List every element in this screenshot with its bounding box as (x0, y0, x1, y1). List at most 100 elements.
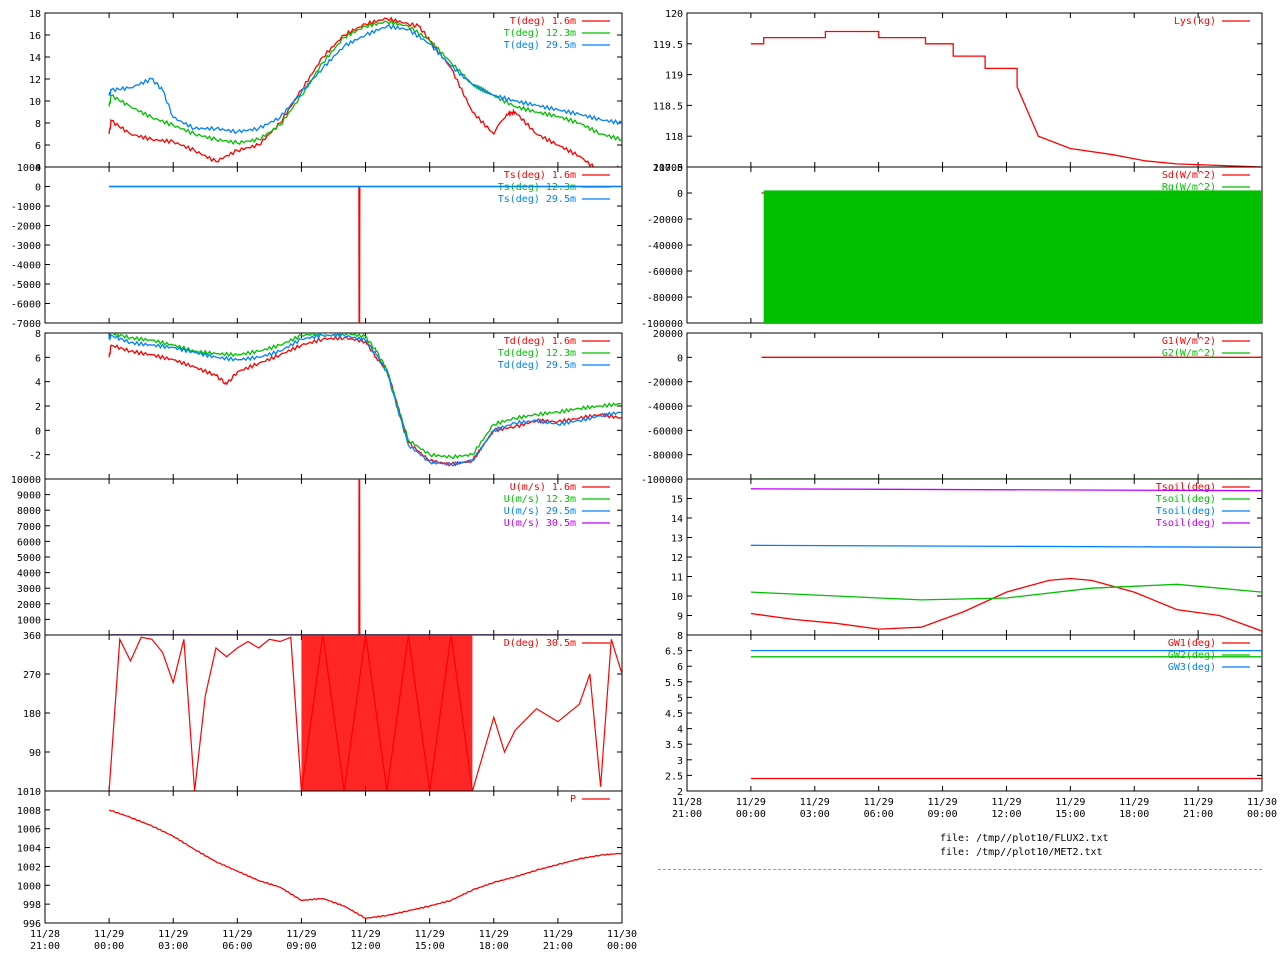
y-tick-label: 8000 (17, 506, 41, 517)
series-band (301, 635, 473, 791)
y-tick-label: -5000 (11, 280, 41, 291)
x-tick-date: 11/29 (351, 929, 381, 940)
panel-D: 90 180 270 360 D(deg) 30.5m (23, 631, 623, 792)
y-tick-label: -80000 (647, 451, 683, 462)
y-tick-label: 180 (23, 709, 41, 720)
x-tick-date: 11/28 (672, 797, 702, 808)
y-tick-label: 10000 (11, 475, 41, 486)
y-tick-label: 6 (35, 141, 41, 152)
x-tick-time: 21:00 (1183, 809, 1213, 820)
x-tick-date: 11/29 (800, 797, 830, 808)
x-tick-time: 03:00 (158, 941, 188, 952)
y-tick-label: 1008 (17, 806, 41, 817)
x-tick-date: 11/29 (543, 929, 573, 940)
panel-Sd: -100000 -80000 -60000 -40000 -20000 0 20000 Sd(… (641, 163, 1263, 330)
legend-label: U(m/s) 1.6m (510, 482, 576, 493)
y-tick-label: 1000 (17, 881, 41, 892)
y-tick-label: 10 (671, 592, 683, 603)
y-tick-label: 4 (677, 725, 683, 736)
y-tick-label: 0 (677, 353, 683, 364)
x-tick-date: 11/29 (286, 929, 316, 940)
legend-label: Sd(W/m^2) (1162, 170, 1216, 181)
y-tick-label: 5 (677, 693, 683, 704)
x-tick-date: 11/29 (736, 797, 766, 808)
panel-T: 4 6 8 10 12 14 16 18 T(deg) 1.6mT(deg) 12.3mT(de… (29, 9, 623, 174)
x-tick-date: 11/29 (1183, 797, 1213, 808)
series-line (108, 809, 622, 919)
panel-Lys: 117.5 118 118.5 119 119.5 120 Lys(kg) (653, 9, 1263, 174)
y-tick-label: 120 (665, 9, 683, 20)
x-tick-date: 11/29 (158, 929, 188, 940)
file-flux: file: /tmp//plot10/FLUX2.txt (940, 833, 1109, 844)
legend-label: Tsoil(deg) (1156, 494, 1216, 505)
series-line (750, 30, 1262, 167)
y-tick-label: 11 (671, 573, 683, 584)
y-tick-label: 3.5 (665, 740, 683, 751)
y-tick-label: 118.5 (653, 101, 683, 112)
panel-U: 1000 2000 3000 4000 5000 6000 7000 8000 9000 1000… (11, 475, 623, 636)
x-tick-time: 21:00 (672, 809, 702, 820)
y-tick-label: -60000 (647, 267, 683, 278)
y-tick-label: 8 (35, 329, 41, 340)
x-tick-time: 18:00 (479, 941, 509, 952)
y-tick-label: -3000 (11, 241, 41, 252)
y-tick-label: 119.5 (653, 40, 683, 51)
y-tick-label: 12 (29, 75, 41, 86)
y-tick-label: 14 (29, 53, 41, 64)
legend-label: U(m/s) 30.5m (504, 518, 576, 529)
y-tick-label: 270 (23, 670, 41, 681)
legend-label: GW1(deg) (1168, 638, 1216, 649)
y-tick-label: 998 (23, 900, 41, 911)
legend-label: D(deg) 30.5m (504, 638, 576, 649)
y-tick-label: 6.5 (665, 647, 683, 658)
x-tick-date: 11/30 (607, 929, 637, 940)
y-tick-label: 4000 (17, 569, 41, 580)
y-tick-label: 360 (23, 631, 41, 642)
legend-label: P (570, 794, 576, 805)
y-tick-label: 3 (677, 756, 683, 767)
series-line (108, 24, 622, 135)
x-tick-date: 11/29 (415, 929, 445, 940)
y-tick-label: -40000 (647, 402, 683, 413)
y-tick-label: 0 (677, 189, 683, 200)
legend-label: GW3(deg) (1168, 662, 1216, 673)
y-tick-label: 117.5 (653, 163, 683, 174)
y-tick-label: 18 (29, 9, 41, 20)
y-tick-label: 9 (677, 612, 683, 623)
y-tick-label: -1000 (11, 202, 41, 213)
series-line (750, 583, 1262, 601)
legend-label: U(m/s) 12.3m (504, 494, 576, 505)
y-tick-label: 8 (35, 119, 41, 130)
x-tick-time: 15:00 (415, 941, 445, 952)
y-tick-label: 4.5 (665, 709, 683, 720)
legend-label: Ts(deg) 12.3m (498, 182, 576, 193)
y-tick-label: 5.5 (665, 678, 683, 689)
y-tick-label: 16 (29, 31, 41, 42)
y-tick-label: 0 (35, 426, 41, 437)
series-line (750, 577, 1262, 632)
x-tick-date: 11/29 (928, 797, 958, 808)
x-tick-time: 12:00 (991, 809, 1021, 820)
series-band (763, 190, 1262, 323)
series-line (108, 333, 622, 460)
legend-label: U(m/s) 29.5m (504, 506, 576, 517)
y-tick-label: 10 (29, 97, 41, 108)
y-tick-label: 2000 (17, 600, 41, 611)
y-tick-label: 13 (671, 534, 683, 545)
panel-P: 99699810001002100410061008101011/2821:00… (17, 787, 637, 952)
y-tick-label: 9000 (17, 491, 41, 502)
legend-label: T(deg) 12.3m (504, 28, 576, 39)
y-tick-label: 4 (35, 163, 41, 174)
y-tick-label: 4 (35, 378, 41, 389)
file-met: file: /tmp//plot10/MET2.txt (940, 847, 1103, 858)
panel-Ts: -7000 -6000 -5000 -4000 -3000 -2000 -1000 0 1000… (11, 163, 623, 330)
y-tick-label: 90 (29, 748, 41, 759)
y-tick-label: 2 (677, 787, 683, 798)
y-tick-label: 118 (665, 132, 683, 143)
legend-label: G2(W/m^2) (1162, 348, 1216, 359)
x-tick-date: 11/29 (479, 929, 509, 940)
panel-frame (686, 12, 1263, 168)
panel-G: -100000 -80000 -60000 -40000 -20000 0 20000 G1(… (641, 329, 1263, 486)
y-tick-label: 20000 (653, 329, 683, 340)
